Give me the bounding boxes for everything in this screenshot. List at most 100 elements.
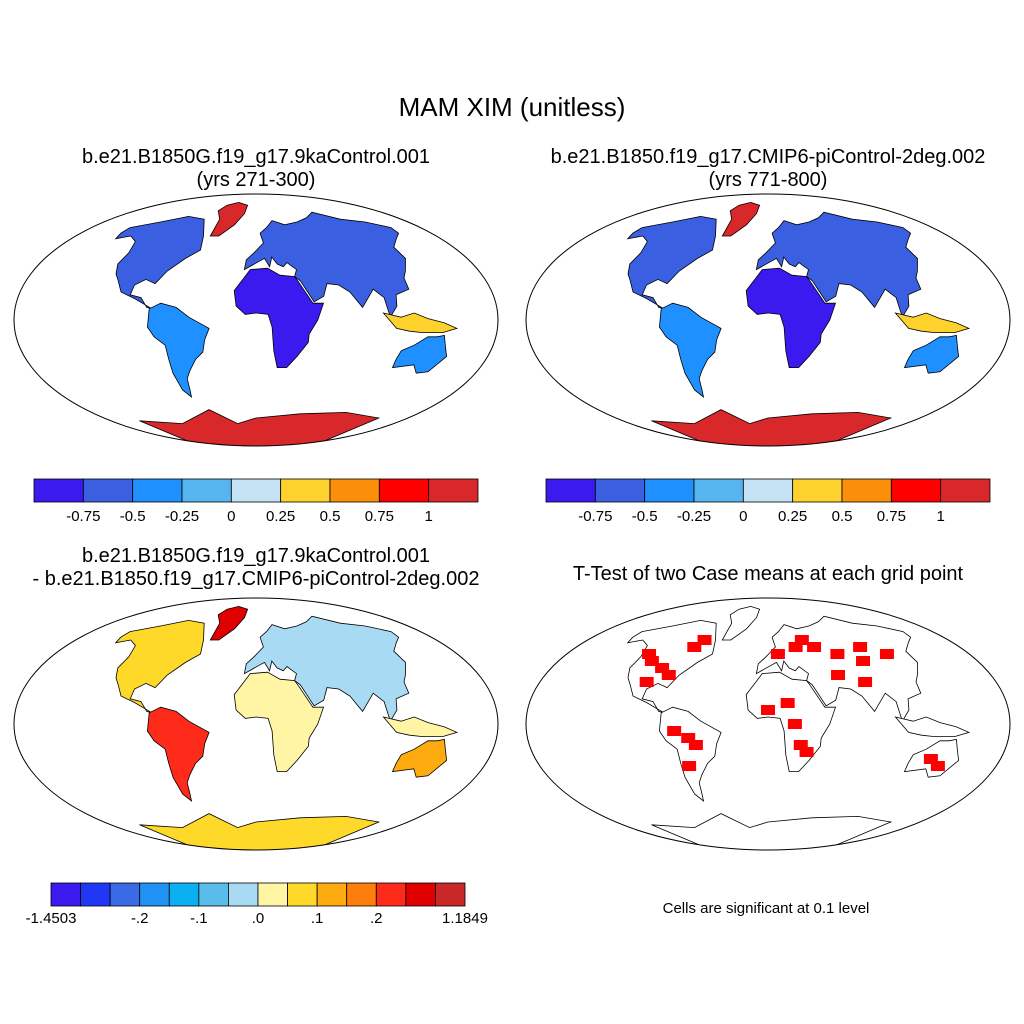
panel4-title: T-Test of two Case means at each grid po…	[572, 563, 964, 585]
colorbar-tick-label: -0.75	[578, 508, 613, 525]
colorbar-tick-label: -.2	[130, 910, 149, 927]
continent-eurasia-1	[243, 211, 410, 319]
colorbar-tick-label: .2	[370, 910, 383, 927]
sig-cell	[761, 705, 775, 715]
continent-south_america-3	[146, 706, 210, 802]
colorbar-tick-label: 0.25	[778, 508, 808, 525]
colorbar-tick-label: .0	[251, 910, 265, 927]
colorbar-swatch	[80, 882, 111, 907]
map-outline-2	[525, 193, 1011, 447]
colorbar-swatch	[594, 478, 646, 503]
sig-cell	[655, 663, 670, 673]
colorbar-tick-label: 1	[424, 508, 433, 525]
ttest-note: Cells are significant at 0.1 level	[662, 900, 870, 917]
continent-north_america-2	[626, 215, 717, 310]
panel2-title: b.e21.B1850.f19_g17.CMIP6-piControl-2deg…	[550, 146, 986, 168]
sig-cell	[858, 677, 873, 687]
sig-cell	[639, 677, 654, 687]
colorbar-swatch	[940, 478, 991, 503]
continent-eurasia-2	[755, 211, 922, 319]
colorbar-swatch	[378, 478, 430, 503]
continent-eurasia-3	[243, 615, 410, 723]
colorbar-tick-label: 0.25	[266, 508, 296, 525]
continent-antarctica-2	[651, 409, 893, 446]
colorbar-swatch	[181, 478, 232, 503]
sig-cell	[667, 726, 682, 736]
colorbar-swatch	[257, 882, 288, 907]
colorbar-swatch	[280, 478, 331, 503]
continent-maritime-3	[382, 716, 459, 737]
colorbar-swatch	[329, 478, 380, 503]
colorbar-swatch	[346, 882, 377, 907]
panel3-title: b.e21.B1850G.f19_g17.9kaControl.001	[81, 545, 431, 567]
colorbar-tick-label: 0.5	[319, 508, 341, 525]
continent-south_america-2	[658, 302, 722, 398]
map-content-2	[626, 201, 971, 446]
figure-title: MAM XIM (unitless)	[398, 92, 626, 122]
panel1-map	[13, 193, 499, 447]
colorbar-swatch	[316, 882, 348, 907]
colorbar-swatch	[375, 882, 407, 907]
colorbar-swatch	[198, 882, 229, 907]
colorbar-swatch	[168, 882, 200, 907]
colorbar-tick-label: 0.5	[831, 508, 853, 525]
sig-cell	[794, 635, 809, 645]
panel3-subtitle: - b.e21.B1850.f19_g17.CMIP6-piControl-2d…	[32, 568, 480, 590]
sig-cell	[788, 642, 803, 652]
colorbar-swatch	[109, 882, 141, 907]
continent-antarctica-4	[651, 813, 893, 850]
sig-cell	[930, 761, 945, 771]
map-content-3	[114, 605, 459, 850]
map-content-4	[626, 605, 971, 850]
panel2-subtitle: (yrs 771-800)	[708, 169, 828, 191]
colorbar-swatch	[139, 882, 170, 907]
sig-cell	[770, 649, 785, 659]
colorbar-tick-label: -0.5	[119, 508, 146, 525]
sig-cell	[697, 635, 712, 645]
colorbar-tick-label: 0.75	[364, 508, 394, 525]
colorbar-2	[545, 478, 991, 503]
sig-cell	[799, 747, 814, 757]
continent-antarctica-3	[139, 813, 381, 850]
panel4-map	[525, 597, 1011, 851]
sig-cell	[856, 656, 871, 666]
sig-cell	[682, 761, 697, 771]
continent-greenland-1	[209, 201, 249, 237]
colorbar-swatch	[693, 478, 744, 503]
colorbar-3	[50, 882, 466, 907]
sig-cell	[688, 740, 703, 750]
colorbar-swatch	[841, 478, 892, 503]
colorbar-tick-label: -0.25	[164, 508, 200, 525]
continent-greenland-2	[721, 201, 761, 237]
continent-maritime-4	[894, 716, 971, 737]
colorbar-tick-label: 0	[739, 508, 748, 525]
panel1-subtitle: (yrs 271-300)	[196, 169, 316, 191]
continent-south_america-4	[658, 706, 722, 802]
sig-cell	[787, 719, 802, 729]
colorbar-tick-label: -0.5	[631, 508, 658, 525]
sig-cell	[853, 642, 868, 652]
sig-cell	[780, 698, 795, 708]
map-outline-3	[13, 597, 499, 851]
colorbar-tick-label: .1	[310, 910, 324, 927]
sig-cell	[923, 754, 938, 764]
colorbar-tick-label: 0.75	[876, 508, 906, 525]
colorbar-swatch	[228, 882, 259, 907]
continent-maritime-1	[382, 312, 459, 333]
continent-africa-2	[745, 267, 837, 368]
sig-cell	[831, 670, 846, 680]
continent-north_america-3	[114, 619, 205, 714]
colorbar-swatch	[82, 478, 134, 503]
colorbar-swatch	[50, 882, 81, 907]
continent-australia-2	[903, 334, 960, 374]
colorbar-tick-label: -1.4503	[25, 910, 77, 927]
colorbar-swatch	[428, 478, 479, 503]
colorbar-swatch	[33, 478, 84, 503]
continent-north_america-1	[114, 215, 205, 310]
colorbar-swatch	[435, 882, 466, 907]
map-content-1	[114, 201, 459, 446]
sig-cell	[642, 649, 657, 659]
continent-north_america-4	[626, 619, 717, 714]
colorbar-tick-label: -0.25	[676, 508, 712, 525]
